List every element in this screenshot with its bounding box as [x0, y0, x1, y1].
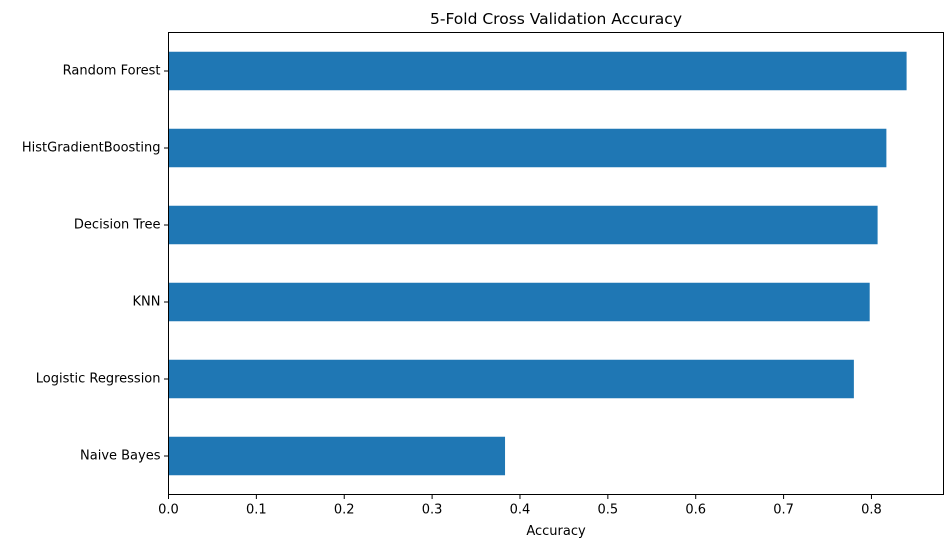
x-axis-ticks: 0.0 0.1 0.2 0.3 0.4 0.5 0.6 0.7 0.8	[158, 494, 882, 518]
bar-random-forest	[168, 51, 907, 91]
y-tick-label: Decision Tree	[74, 218, 161, 233]
x-tick-label: 0.0	[158, 503, 179, 518]
y-tick-label: HistGradientBoosting	[22, 141, 161, 156]
chart-title: 5-Fold Cross Validation Accuracy	[430, 10, 682, 28]
x-tick-label: 0.5	[597, 503, 618, 518]
y-tick-label: Random Forest	[63, 64, 161, 79]
y-tick-label: Logistic Regression	[36, 372, 161, 387]
x-tick-label: 0.7	[773, 503, 794, 518]
y-tick-label: KNN	[133, 295, 161, 310]
x-tick-label: 0.6	[685, 503, 706, 518]
y-tick-label: Naive Bayes	[80, 449, 161, 464]
x-tick-label: 0.1	[246, 503, 267, 518]
y-axis-ticks: Random Forest HistGradientBoosting Decisio…	[22, 64, 169, 464]
x-tick-label: 0.2	[334, 503, 355, 518]
plot-frame	[168, 32, 944, 495]
bar-logistic-regression	[168, 359, 854, 399]
x-tick-label: 0.3	[422, 503, 443, 518]
x-axis-label: Accuracy	[526, 524, 586, 539]
x-tick-label: 0.4	[510, 503, 531, 518]
bar-naive-bayes	[168, 436, 506, 476]
bar-decision-tree	[168, 205, 878, 245]
x-tick-label: 0.8	[861, 503, 882, 518]
bars-group	[168, 51, 907, 476]
bar-histgradientboosting	[168, 128, 887, 168]
bar-knn	[168, 282, 870, 322]
